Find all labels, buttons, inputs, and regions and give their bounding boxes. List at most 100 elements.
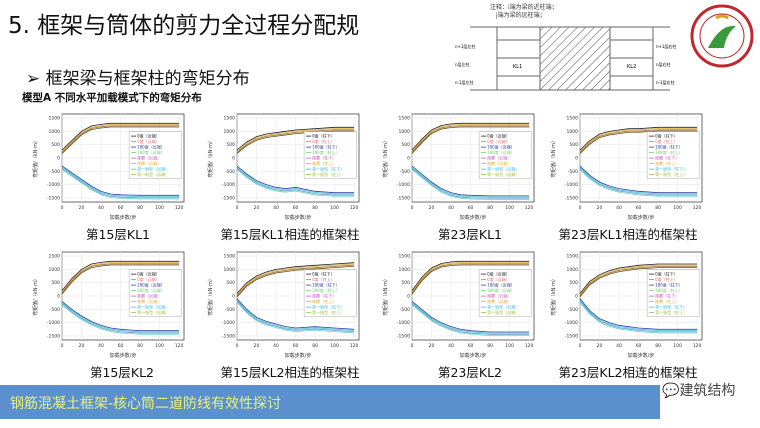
x-tick-label: 0 <box>61 343 64 349</box>
y-tick-label: -500 <box>568 169 578 175</box>
legend-entry: 第一振型（近端） <box>137 166 169 172</box>
moment-chart: 0 20 40 60 80 100 120 1500 1000 500 0 -500 -1000 -150… <box>32 251 185 359</box>
watermark: 💬建筑结构 <box>662 380 735 400</box>
y-tick-label: -1500 <box>47 334 60 340</box>
moment-chart: 0 20 40 60 80 100 120 1500 1000 500 0 -500 -1000 -150… <box>550 113 703 221</box>
series-line <box>236 166 355 195</box>
y-tick-label: -1000 <box>565 182 578 188</box>
series-line <box>61 166 180 197</box>
series-line <box>236 129 355 153</box>
kl1-label: KL1 <box>513 64 522 70</box>
series-line <box>61 126 180 154</box>
legend-entry: 第一振型（柱上） <box>312 171 344 177</box>
series-line <box>236 298 355 330</box>
moment-chart: 0 20 40 60 80 100 120 1500 1000 500 0 -500 -1000 -150… <box>207 113 360 221</box>
x-tick-label: 80 <box>655 343 661 349</box>
x-tick-label: 40 <box>616 205 622 211</box>
series-line <box>236 169 355 197</box>
x-tick-label: 120 <box>350 343 359 349</box>
y-tick-label: 1500 <box>224 254 236 260</box>
x-tick-label: 80 <box>137 205 143 211</box>
y-tick-label: 500 <box>51 142 60 148</box>
y-tick-label: -1500 <box>397 334 410 340</box>
x-tick-label: 20 <box>79 343 85 349</box>
legend-box <box>646 131 700 179</box>
y-tick-label: -1000 <box>222 320 235 326</box>
y-tick-label: -1000 <box>565 320 578 326</box>
series-line <box>579 298 698 330</box>
x-axis-label: 加载步数/步 <box>628 352 655 359</box>
y-tick-label: 0 <box>232 156 235 162</box>
x-tick-label: 120 <box>693 343 702 349</box>
y-tick-label: 500 <box>569 142 578 148</box>
x-tick-label: 60 <box>293 343 299 349</box>
x-tick-label: 60 <box>118 205 124 211</box>
x-tick-label: 20 <box>429 343 435 349</box>
series-line <box>236 263 355 295</box>
series-line <box>411 262 530 293</box>
university-logo <box>690 4 754 68</box>
y-tick-label: 1000 <box>49 267 61 273</box>
y-axis-label: 弯矩值/（kN·m） <box>382 276 389 316</box>
frame-diagram: KL1 KL2 n+1层左柱 n层左柱 n-1层左柱 n+1层右柱 n层右柱 n… <box>455 26 676 91</box>
x-tick-label: 20 <box>254 343 260 349</box>
legend-entry: 第一振型（柱下） <box>655 166 687 172</box>
legend-entry: 推覆（柱下） <box>312 293 336 299</box>
x-tick-label: 120 <box>525 343 534 349</box>
x-tick-label: 60 <box>636 205 642 211</box>
legend-box <box>646 269 700 317</box>
x-tick-label: 60 <box>468 343 474 349</box>
legend-entry: 推覆（柱上） <box>655 160 679 166</box>
x-tick-label: 120 <box>175 343 184 349</box>
x-tick-label: 100 <box>505 343 514 349</box>
x-axis-label: 加载步数/步 <box>110 352 137 359</box>
y-tick-label: -500 <box>400 307 410 313</box>
y-tick-label: 0 <box>57 294 60 300</box>
legend-entry: 第一振型（远端） <box>487 309 519 315</box>
chart-caption: 第15层KL1相连的框架柱 <box>220 227 360 242</box>
legend-entry: 180度（柱下） <box>312 282 340 288</box>
x-tick-label: 100 <box>673 343 682 349</box>
wechat-icon: 💬 <box>662 383 680 399</box>
legend-entry: 推覆（柱上） <box>655 298 679 304</box>
legend-entry: 0度（远端） <box>487 138 510 144</box>
legend-entry: 推覆（近端） <box>137 155 161 161</box>
y-tick-label: 1500 <box>49 254 61 260</box>
legend-entry: 第一振型（近端） <box>137 304 169 310</box>
series-line <box>411 260 530 291</box>
legend-entry: 推覆（远端） <box>137 160 161 166</box>
series-line <box>236 300 355 333</box>
series-line <box>579 302 698 334</box>
series-line <box>236 168 355 196</box>
series-line <box>61 302 180 333</box>
series-line <box>411 169 530 200</box>
y-tick-label: 0 <box>575 294 578 300</box>
left-col-label: n+1层左柱 <box>455 43 475 49</box>
y-tick-label: 1000 <box>567 267 579 273</box>
chart-caption: 第23层KL1 <box>437 227 503 242</box>
x-tick-label: 0 <box>579 205 582 211</box>
y-tick-label: -1000 <box>397 182 410 188</box>
y-axis-label: 弯矩值/（kN·m） <box>550 138 557 178</box>
series-line <box>236 126 355 151</box>
y-tick-label: 500 <box>569 280 578 286</box>
x-tick-label: 40 <box>273 343 279 349</box>
legend-entry: 推覆（近端） <box>487 293 511 299</box>
right-col-label: n+1层右柱 <box>656 43 676 49</box>
legend-entry: 推覆（远端） <box>487 298 511 304</box>
legend-entry: 第一振型（远端） <box>137 309 169 315</box>
series-line <box>61 262 180 293</box>
legend-entry: 推覆（远端） <box>137 298 161 304</box>
legend-entry: 推覆（柱上） <box>312 298 336 304</box>
y-tick-label: -500 <box>400 169 410 175</box>
series-line <box>236 299 355 331</box>
y-tick-label: -500 <box>225 169 235 175</box>
series-line <box>61 301 180 332</box>
series-line <box>61 304 180 335</box>
diagram-note: 注释：i端为梁的近柱端； j端为梁的远柱端； <box>490 4 558 20</box>
x-tick-label: 0 <box>236 343 239 349</box>
legend-entry: 0度（柱上） <box>312 276 335 282</box>
series-line <box>411 126 530 154</box>
legend-box <box>128 269 182 317</box>
series-line <box>61 122 180 151</box>
